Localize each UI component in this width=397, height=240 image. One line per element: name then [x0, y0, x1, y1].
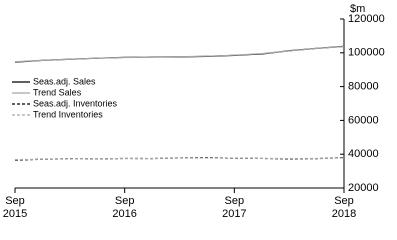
legend-label: Seas.adj. Sales — [33, 76, 96, 86]
x-tick-label: Sep 2015 — [2, 195, 28, 220]
y-tick-label: 120000 — [348, 13, 385, 25]
y-axis-unit: $m — [350, 3, 365, 15]
chart-container: $m 20000 40000 60000 80000 100000 120000 Seas.… — [2, 3, 385, 220]
x-tick-label: Sep 2016 — [112, 195, 137, 220]
y-tick-label: 80000 — [348, 81, 379, 93]
y-tick-label: 60000 — [348, 114, 379, 126]
series-line — [14, 156, 345, 161]
x-tick-label: Sep 2017 — [222, 195, 247, 220]
legend-label: Trend Inventories — [33, 109, 103, 119]
y-tick-label: 40000 — [348, 148, 379, 160]
legend-label: Seas.adj. Inventories — [33, 98, 118, 108]
x-tick-label: Sep 2018 — [331, 195, 357, 220]
series-line — [14, 157, 345, 161]
chart: $m 20000 40000 60000 80000 100000 120000 Seas.… — [12, 3, 385, 194]
legend-label: Trend Sales — [33, 87, 82, 97]
y-tick-label: 20000 — [348, 182, 379, 194]
series-line — [14, 45, 345, 63]
y-tick-label: 100000 — [348, 47, 385, 59]
